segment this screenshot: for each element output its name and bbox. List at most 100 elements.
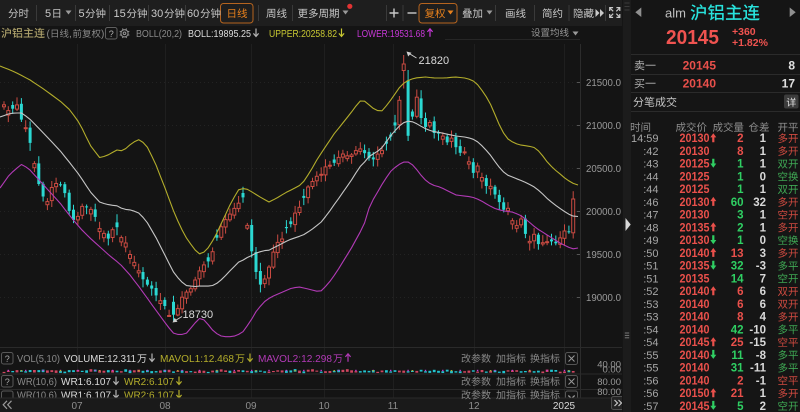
svg-text:20135: 20135 (680, 222, 711, 234)
svg-text:80.00: 80.00 (597, 387, 621, 398)
svg-text:20135: 20135 (680, 273, 711, 285)
svg-text:30: 30 (151, 8, 163, 20)
svg-text::46: :46 (643, 197, 658, 209)
svg-text:14: 14 (731, 273, 744, 285)
svg-text:WR2:6.107: WR2:6.107 (124, 377, 174, 388)
svg-text::55: :55 (643, 363, 658, 375)
svg-text:20145: 20145 (666, 27, 719, 49)
svg-text:11: 11 (388, 401, 399, 412)
svg-text:20135: 20135 (680, 261, 711, 273)
svg-text:20140: 20140 (680, 375, 710, 387)
svg-text:17: 17 (782, 77, 796, 91)
svg-text:3: 3 (760, 248, 766, 260)
svg-text:WR1:6.107: WR1:6.107 (61, 377, 111, 388)
svg-text:MAVOL1:12.468: MAVOL1:12.468 (160, 354, 234, 365)
svg-text:7: 7 (760, 273, 766, 285)
svg-text:-10: -10 (749, 324, 766, 336)
svg-text:21820: 21820 (419, 55, 450, 67)
svg-text:20140: 20140 (680, 324, 710, 336)
svg-text:VOLUME:12.311: VOLUME:12.311 (64, 354, 136, 365)
svg-text:20150: 20150 (680, 388, 710, 400)
svg-text:UPPER:20258.82: UPPER:20258.82 (269, 29, 337, 40)
svg-text:6: 6 (737, 286, 743, 298)
svg-text:0: 0 (760, 235, 766, 247)
svg-text:1: 1 (760, 388, 767, 400)
svg-text:BOLL(20,2): BOLL(20,2) (136, 29, 182, 40)
svg-text:14:59: 14:59 (631, 133, 659, 145)
svg-text:1: 1 (737, 184, 744, 196)
svg-text:1: 1 (760, 159, 767, 171)
svg-text:WR2:6.107: WR2:6.107 (124, 391, 174, 402)
svg-text:20140: 20140 (680, 286, 710, 298)
svg-text:5: 5 (45, 8, 51, 20)
svg-text:13: 13 (731, 248, 744, 260)
svg-text:20125: 20125 (680, 184, 711, 196)
svg-text:6: 6 (760, 286, 766, 298)
svg-text:18730: 18730 (183, 309, 214, 321)
svg-text:5: 5 (737, 401, 744, 412)
svg-text:20130: 20130 (680, 133, 710, 145)
svg-text:8: 8 (788, 59, 795, 73)
svg-text:?: ? (5, 377, 10, 387)
svg-text:07: 07 (71, 401, 83, 412)
svg-text:20140: 20140 (683, 77, 717, 91)
svg-text:1: 1 (737, 159, 744, 171)
svg-text:1: 1 (737, 171, 744, 183)
svg-text:0.00: 0.00 (603, 365, 622, 376)
svg-text::42: :42 (643, 146, 658, 158)
svg-text::44: :44 (643, 184, 658, 196)
svg-text:1: 1 (737, 235, 744, 247)
svg-text:60: 60 (187, 8, 199, 20)
svg-text:20125: 20125 (680, 159, 711, 171)
svg-text:8: 8 (737, 146, 744, 158)
svg-text:25: 25 (731, 337, 744, 349)
svg-text:19500.0: 19500.0 (586, 250, 621, 261)
svg-text::54: :54 (643, 337, 658, 349)
svg-text:2: 2 (760, 401, 766, 412)
svg-text:VOL(5,10): VOL(5,10) (17, 354, 60, 365)
svg-text:42: 42 (731, 324, 744, 336)
svg-text:12: 12 (468, 401, 480, 412)
svg-text:1: 1 (760, 210, 767, 222)
svg-text:20140: 20140 (680, 350, 710, 362)
svg-text:11: 11 (731, 350, 744, 362)
svg-text::49: :49 (643, 235, 658, 247)
svg-text:3: 3 (737, 210, 743, 222)
svg-text:20130: 20130 (680, 146, 710, 158)
svg-text::43: :43 (643, 159, 658, 171)
svg-text:): ) (101, 29, 104, 40)
svg-text:20140: 20140 (680, 312, 710, 324)
svg-text:32: 32 (731, 261, 744, 273)
svg-text:08: 08 (159, 401, 171, 412)
svg-text::55: :55 (643, 350, 658, 362)
svg-text:WR(10,6): WR(10,6) (17, 377, 57, 388)
svg-text:31: 31 (731, 363, 744, 375)
svg-text:-1: -1 (756, 375, 767, 387)
svg-text:LOWER:19531.68: LOWER:19531.68 (357, 29, 425, 40)
svg-text:0: 0 (760, 171, 766, 183)
svg-text:-15: -15 (749, 337, 766, 349)
svg-text:2025: 2025 (553, 401, 576, 412)
svg-text:WR1:6.107: WR1:6.107 (61, 391, 111, 402)
svg-text:20140: 20140 (680, 363, 710, 375)
svg-text:20130: 20130 (680, 197, 710, 209)
svg-text:6: 6 (737, 299, 743, 311)
svg-text::52: :52 (643, 286, 658, 298)
svg-text:10: 10 (318, 401, 330, 412)
svg-text:32: 32 (753, 197, 766, 209)
svg-text::47: :47 (643, 210, 658, 222)
svg-text:09: 09 (245, 401, 257, 412)
svg-text:?: ? (5, 354, 10, 364)
svg-text:+360: +360 (732, 26, 756, 38)
svg-text::54: :54 (643, 324, 658, 336)
svg-text:20130: 20130 (680, 210, 710, 222)
svg-text:-8: -8 (756, 350, 767, 362)
svg-text:alm: alm (665, 6, 686, 21)
svg-text:20145: 20145 (683, 59, 717, 73)
svg-text:21500.0: 21500.0 (586, 78, 621, 89)
svg-text:MAVOL2:12.298: MAVOL2:12.298 (258, 354, 332, 365)
svg-text::44: :44 (643, 171, 658, 183)
svg-text:5: 5 (79, 8, 85, 20)
svg-text:20500.0: 20500.0 (586, 164, 621, 175)
svg-text:21000.0: 21000.0 (586, 121, 621, 132)
